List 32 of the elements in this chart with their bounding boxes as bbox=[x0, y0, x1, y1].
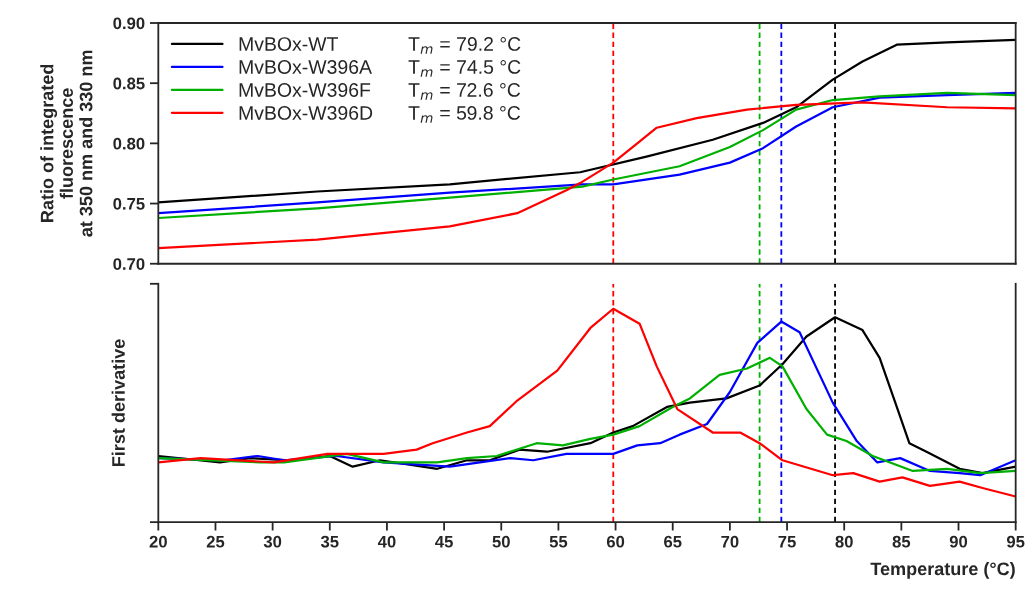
x-tick-label: 30 bbox=[263, 535, 282, 548]
x-tick-label: 25 bbox=[206, 535, 225, 548]
x-tick-label: 40 bbox=[377, 535, 396, 548]
x-tick-label: 95 bbox=[1006, 535, 1025, 548]
x-tick-label: 60 bbox=[606, 535, 625, 548]
legend-label: MvBOx-W396D bbox=[239, 106, 373, 120]
x-tick-label: 85 bbox=[892, 535, 911, 548]
y-tick-label: 0.85 bbox=[113, 77, 145, 90]
x-tick-label: 35 bbox=[320, 535, 339, 548]
y-axis-title: First derivative bbox=[111, 339, 125, 466]
x-tick-label: 70 bbox=[721, 535, 739, 548]
y-tick-label: 0.70 bbox=[113, 258, 145, 270]
annotation: T$_{m}$ = 79.2 °C bbox=[408, 37, 521, 54]
x-tick-label: 65 bbox=[664, 535, 682, 548]
x-tick-label: 75 bbox=[778, 535, 796, 548]
y-tick-label: 0.90 bbox=[113, 17, 145, 30]
x-axis-title: Temperature (°C) bbox=[870, 561, 1015, 579]
x-tick-label: 20 bbox=[149, 535, 167, 548]
x-tick-label: 50 bbox=[492, 535, 510, 548]
legend-label: MvBOx-W396A bbox=[239, 60, 372, 74]
legend-label: MvBOx-WT bbox=[239, 37, 339, 51]
x-tick-label: 55 bbox=[549, 535, 568, 548]
y-tick-label: 0.75 bbox=[113, 197, 145, 210]
legend-label: MvBOx-W396F bbox=[239, 83, 371, 97]
annotation: T$_{m}$ = 72.6 °C bbox=[408, 83, 521, 100]
x-tick-label: 80 bbox=[835, 535, 853, 548]
y-tick-label: 0.80 bbox=[113, 137, 145, 150]
y-axis-title: Ratio of integrated fluorescence at 350 nm and 330 nm bbox=[40, 50, 93, 237]
x-tick-label: 45 bbox=[435, 535, 453, 548]
annotation: T$_{m}$ = 74.5 °C bbox=[408, 60, 521, 77]
x-tick-label: 90 bbox=[949, 535, 968, 548]
annotation: T$_{m}$ = 59.8 °C bbox=[408, 106, 521, 123]
